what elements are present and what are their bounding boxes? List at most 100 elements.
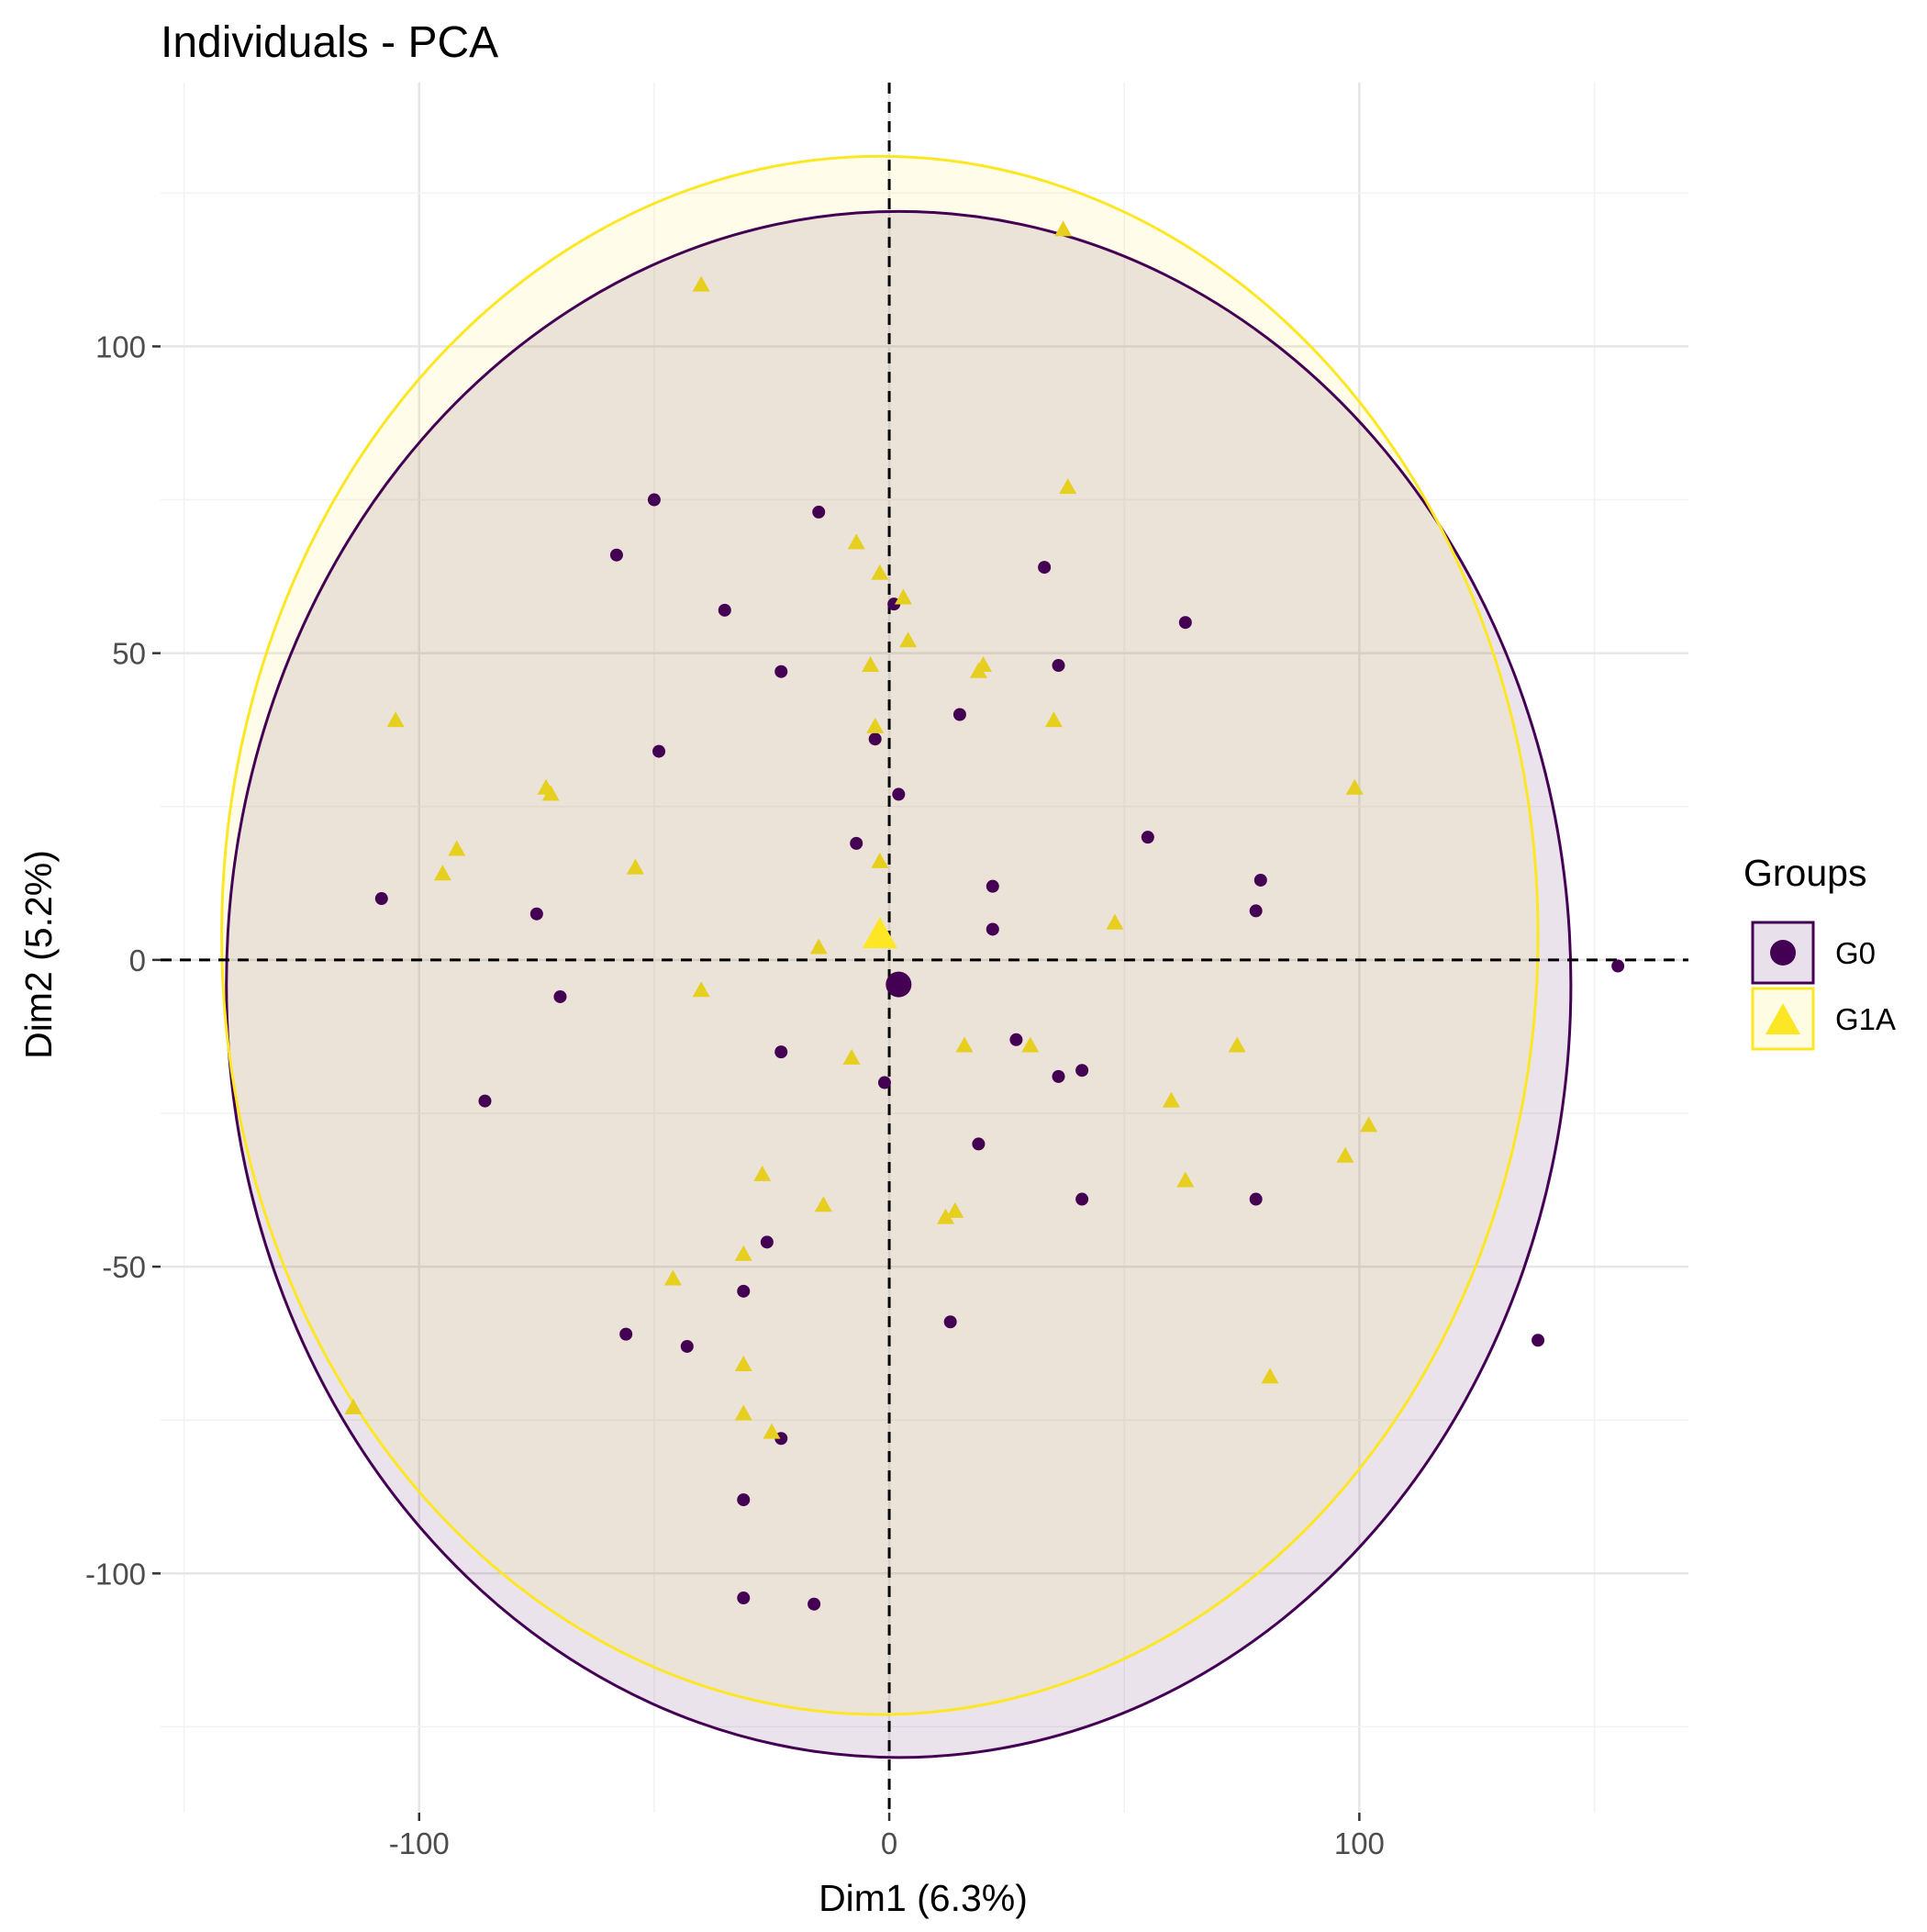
y-tick-label: 100 bbox=[95, 329, 146, 363]
data-point-g1a bbox=[663, 1269, 682, 1286]
data-point-g0 bbox=[1178, 616, 1192, 630]
x-axis-title: Dim1 (6.3%) bbox=[819, 1877, 1028, 1919]
confidence-ellipses bbox=[220, 154, 1573, 1759]
legend-title: Groups bbox=[1743, 852, 1866, 894]
data-point-g1a bbox=[975, 656, 993, 673]
centroid-g1a bbox=[862, 917, 897, 949]
data-point-g0 bbox=[952, 708, 966, 721]
data-point-g1a bbox=[1176, 1171, 1195, 1188]
data-point-g1a bbox=[386, 711, 405, 728]
x-tick-label: 100 bbox=[1334, 1826, 1385, 1860]
data-point-g0 bbox=[1249, 1192, 1263, 1206]
data-point-g0 bbox=[1611, 959, 1625, 973]
x-tick-label: 0 bbox=[881, 1826, 897, 1860]
reference-lines bbox=[161, 83, 1688, 1813]
data-point-g1a bbox=[626, 858, 644, 875]
data-point-g1a bbox=[344, 1398, 362, 1414]
data-point-g0 bbox=[737, 1591, 751, 1605]
legend-symbol-circle bbox=[1770, 940, 1796, 966]
data-point-g1a bbox=[753, 1165, 772, 1181]
data-point-g0 bbox=[774, 664, 788, 678]
data-point-g0 bbox=[1532, 1334, 1545, 1347]
axes: -100 0 100 -100 -50 0 50 100 bbox=[85, 329, 1385, 1860]
data-point-g1a bbox=[1360, 1116, 1378, 1133]
data-point-g0 bbox=[619, 1327, 633, 1341]
data-point-g0 bbox=[892, 787, 906, 801]
legend-label-g1a: G1A bbox=[1835, 1002, 1896, 1036]
data-point-g1a bbox=[814, 1196, 832, 1212]
data-point-g0 bbox=[478, 1094, 492, 1108]
data-point-g1a bbox=[763, 1423, 781, 1439]
data-point-g0 bbox=[553, 989, 567, 1003]
data-point-g0 bbox=[986, 879, 999, 893]
legend-symbol-triangle bbox=[1765, 1003, 1800, 1034]
data-point-g0 bbox=[850, 836, 863, 850]
data-point-g0 bbox=[812, 505, 826, 519]
data-point-g0 bbox=[737, 1493, 751, 1507]
data-point-g1a bbox=[1261, 1368, 1279, 1384]
data-point-g1a bbox=[1044, 711, 1063, 728]
y-tick-label: 0 bbox=[129, 944, 146, 977]
data-point-g1a bbox=[1106, 913, 1124, 930]
centroid-g0 bbox=[886, 971, 912, 998]
data-point-g1a bbox=[894, 588, 912, 605]
data-point-g1a bbox=[448, 840, 466, 856]
data-point-g0 bbox=[943, 1315, 957, 1329]
data-point-g1a bbox=[541, 785, 560, 801]
data-point-g1a bbox=[1059, 478, 1077, 495]
data-point-g1a bbox=[734, 1404, 752, 1421]
y-tick-label: 50 bbox=[112, 637, 146, 671]
data-point-g1a bbox=[871, 852, 889, 868]
data-point-g0 bbox=[868, 732, 882, 746]
data-point-g0 bbox=[1253, 873, 1267, 887]
data-point-g0 bbox=[1052, 659, 1065, 673]
data-point-g1a bbox=[955, 1036, 974, 1053]
data-point-g0 bbox=[774, 1045, 788, 1059]
data-point-g1a bbox=[866, 717, 885, 733]
data-point-g0 bbox=[1249, 904, 1263, 918]
data-point-g0 bbox=[680, 1339, 694, 1353]
data-point-g1a bbox=[1021, 1036, 1040, 1053]
data-point-g1a bbox=[847, 533, 865, 550]
data-point-g0 bbox=[808, 1597, 821, 1611]
data-point-g1a bbox=[1345, 778, 1364, 795]
data-point-g1a bbox=[734, 1245, 752, 1261]
data-point-g1a bbox=[946, 1201, 964, 1218]
legend: Groups G0 G1A bbox=[1743, 852, 1896, 1051]
data-point-g1a bbox=[842, 1048, 861, 1065]
data-point-g0 bbox=[718, 603, 731, 617]
chart-title: Individuals - PCA bbox=[161, 18, 498, 67]
ellipse-outline-g1a bbox=[220, 154, 1540, 1716]
legend-items: G0 G1A bbox=[1751, 921, 1896, 1051]
data-point-g0 bbox=[1075, 1192, 1089, 1206]
data-point-g0 bbox=[972, 1137, 986, 1151]
data-point-g1a bbox=[433, 865, 451, 881]
data-point-g1a bbox=[862, 656, 880, 673]
data-point-g1a bbox=[692, 275, 710, 292]
x-tick-label: -100 bbox=[389, 1826, 450, 1860]
data-point-g1a bbox=[899, 631, 918, 648]
data-point-g0 bbox=[737, 1284, 751, 1298]
data-point-g0 bbox=[877, 1076, 891, 1089]
data-point-g0 bbox=[760, 1235, 774, 1249]
data-point-g1a bbox=[1228, 1036, 1246, 1053]
data-point-g0 bbox=[1052, 1069, 1065, 1083]
data-point-g0 bbox=[986, 922, 999, 936]
y-axis-title: Dim2 (5.2%) bbox=[17, 850, 60, 1059]
data-point-g1a bbox=[1336, 1146, 1354, 1163]
data-point-g1a bbox=[1162, 1091, 1180, 1108]
data-point-g1a bbox=[809, 938, 828, 955]
legend-label-g0: G0 bbox=[1835, 936, 1876, 970]
data-point-g0 bbox=[529, 907, 543, 921]
data-point-g0 bbox=[1038, 561, 1052, 575]
data-point-g0 bbox=[1141, 831, 1154, 844]
data-points bbox=[344, 220, 1625, 1611]
data-point-g1a bbox=[692, 981, 710, 998]
data-point-g0 bbox=[1009, 1033, 1023, 1046]
data-point-g1a bbox=[734, 1356, 752, 1372]
data-point-g0 bbox=[374, 892, 388, 906]
data-point-g0 bbox=[1075, 1064, 1089, 1078]
y-tick-label: -100 bbox=[85, 1557, 146, 1591]
data-point-g1a bbox=[871, 564, 889, 580]
